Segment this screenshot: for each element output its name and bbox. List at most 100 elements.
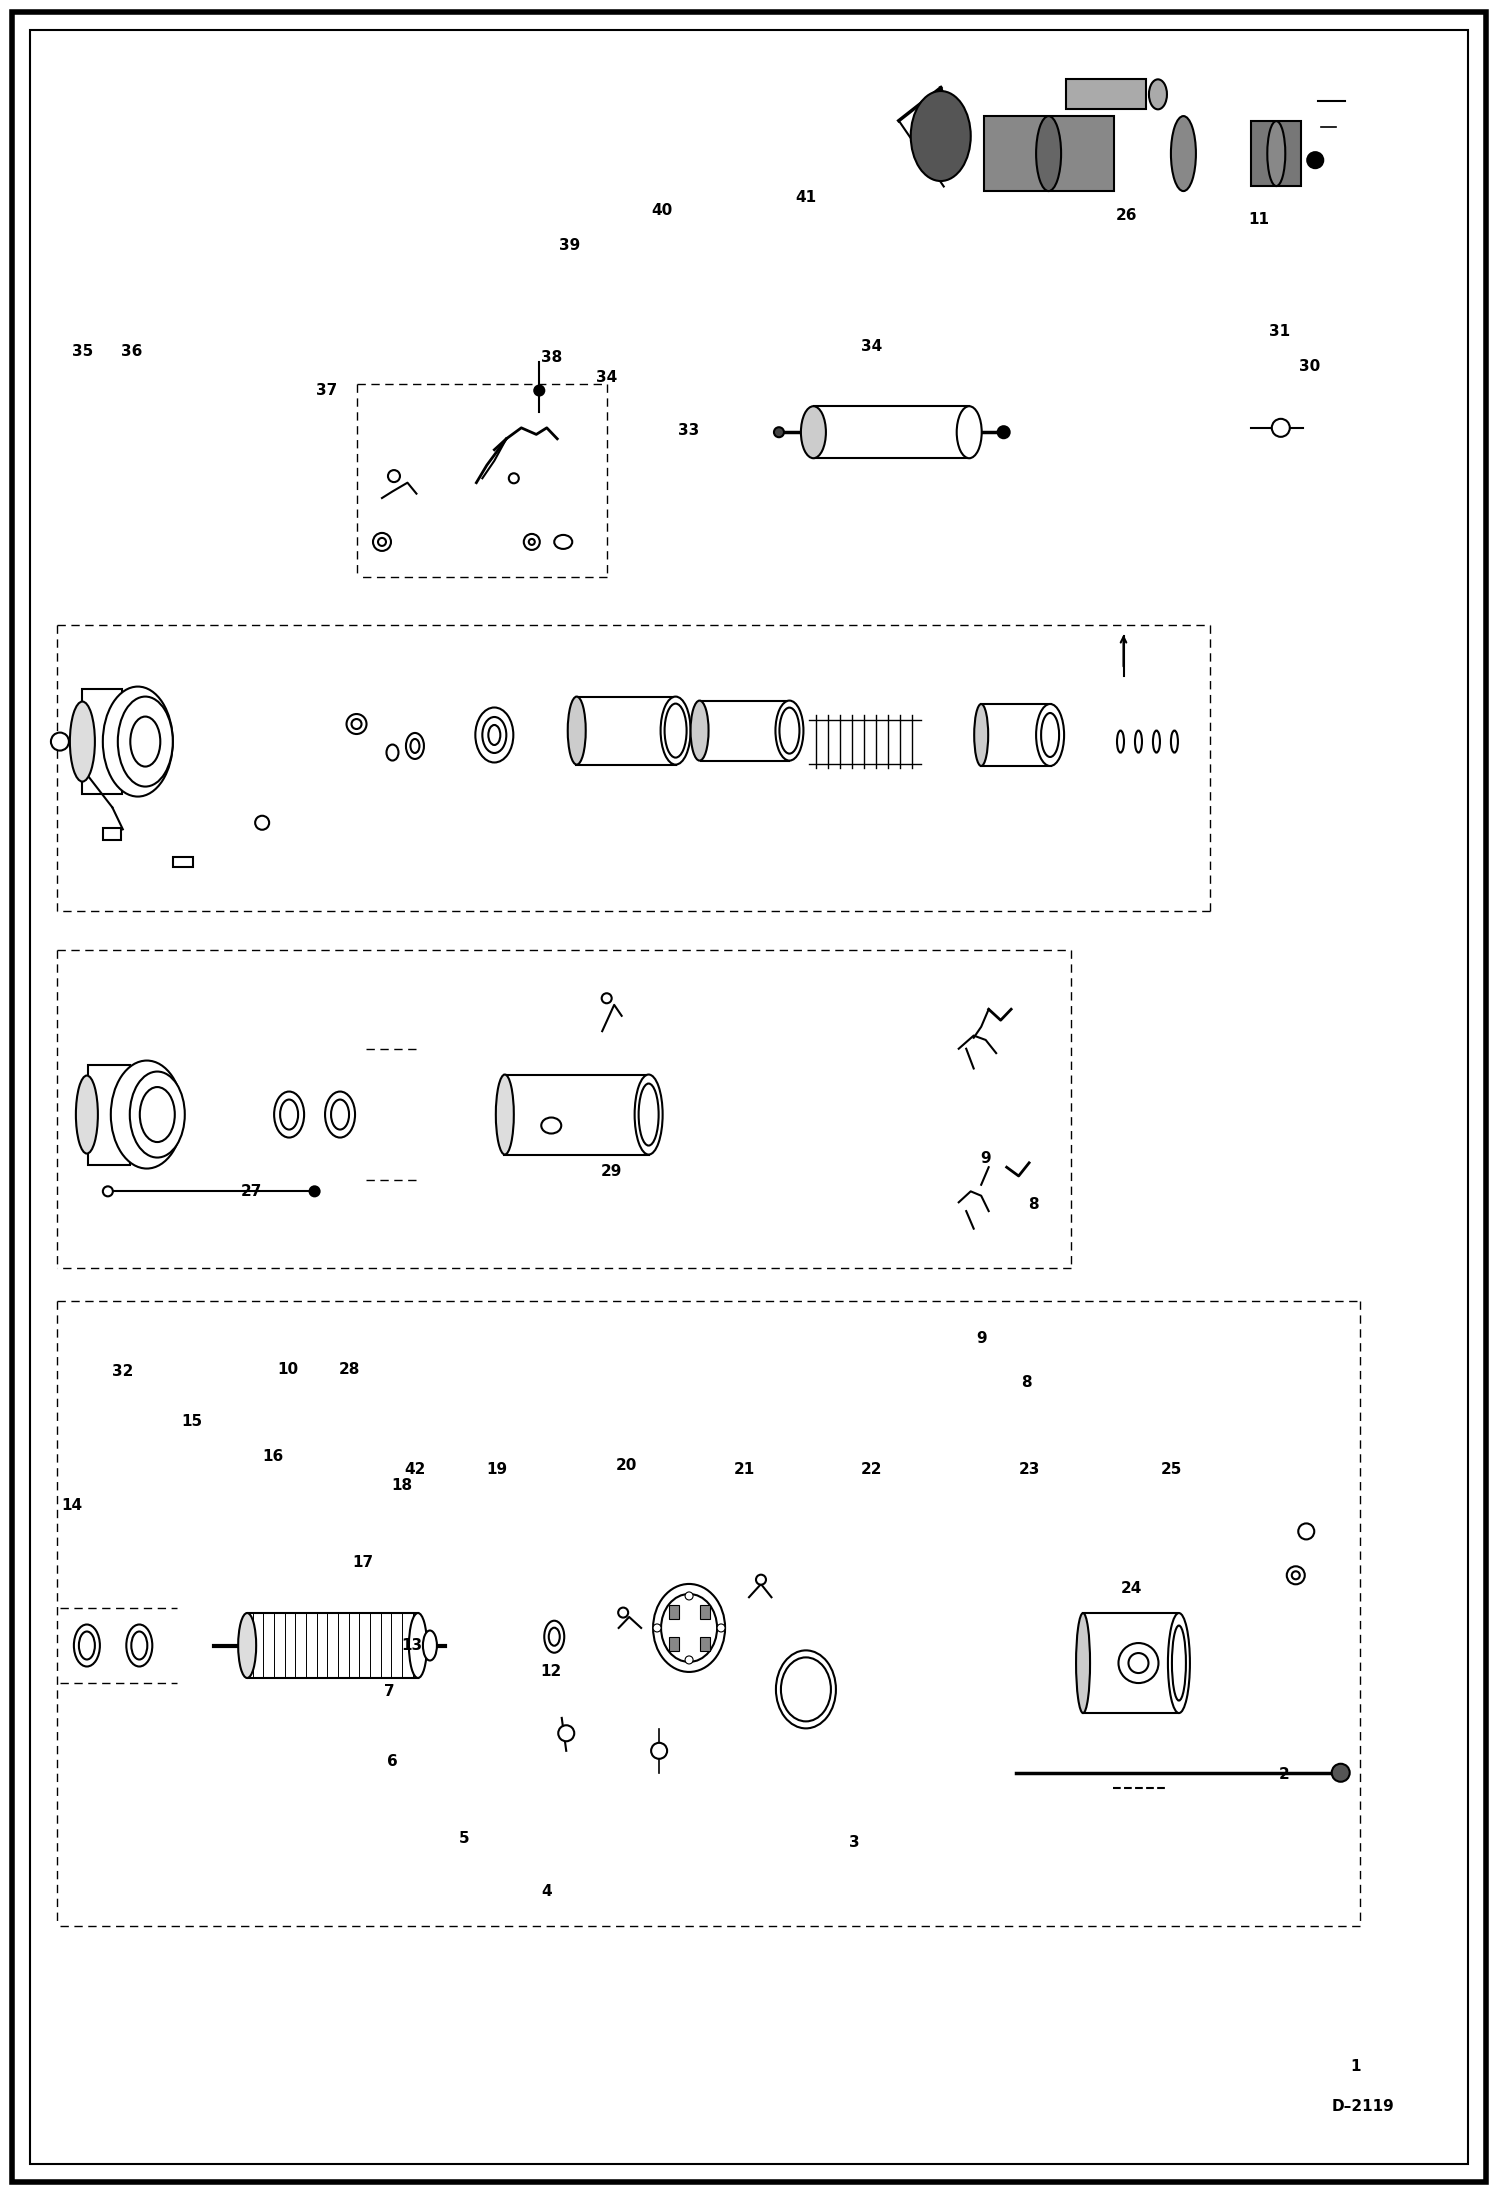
Ellipse shape	[325, 1093, 355, 1136]
Ellipse shape	[132, 1632, 147, 1659]
Ellipse shape	[280, 1099, 298, 1130]
Text: 39: 39	[559, 239, 580, 252]
Circle shape	[559, 1724, 574, 1742]
Ellipse shape	[130, 1071, 184, 1158]
Text: 19: 19	[487, 1463, 508, 1477]
Text: 21: 21	[734, 1463, 755, 1477]
Circle shape	[529, 540, 535, 544]
Circle shape	[718, 1624, 725, 1632]
Bar	[505, 1075, 649, 1154]
Bar	[700, 1637, 710, 1650]
Ellipse shape	[911, 90, 971, 182]
Ellipse shape	[554, 535, 572, 548]
Text: 14: 14	[61, 1499, 82, 1512]
Ellipse shape	[661, 1595, 718, 1661]
Ellipse shape	[1041, 713, 1059, 757]
Text: 41: 41	[795, 191, 816, 204]
Ellipse shape	[1118, 731, 1124, 753]
Circle shape	[774, 428, 783, 437]
Text: 34: 34	[861, 340, 882, 353]
Ellipse shape	[1171, 731, 1177, 753]
Circle shape	[377, 538, 386, 546]
Bar	[172, 858, 193, 867]
Bar	[247, 1613, 418, 1678]
Ellipse shape	[111, 1060, 183, 1169]
Ellipse shape	[103, 687, 172, 796]
Ellipse shape	[118, 695, 172, 788]
Bar	[981, 704, 1050, 766]
Ellipse shape	[776, 700, 803, 761]
Circle shape	[524, 533, 539, 551]
Bar	[1083, 1613, 1179, 1714]
Ellipse shape	[548, 1628, 560, 1646]
Circle shape	[1272, 419, 1290, 437]
Text: D–2119: D–2119	[1332, 2100, 1395, 2113]
Text: 9: 9	[980, 1152, 992, 1165]
Ellipse shape	[1037, 116, 1061, 191]
Text: 6: 6	[386, 1755, 398, 1768]
Ellipse shape	[544, 1621, 565, 1652]
Text: 17: 17	[352, 1556, 373, 1569]
Ellipse shape	[635, 1075, 662, 1154]
Ellipse shape	[653, 1584, 725, 1672]
Ellipse shape	[386, 744, 398, 761]
Circle shape	[1287, 1567, 1305, 1584]
Ellipse shape	[496, 1075, 514, 1154]
Circle shape	[388, 470, 400, 483]
Circle shape	[346, 713, 367, 735]
Text: 24: 24	[1121, 1582, 1141, 1595]
Ellipse shape	[1037, 704, 1064, 766]
Text: 4: 4	[541, 1885, 553, 1898]
Text: 12: 12	[541, 1665, 562, 1678]
Ellipse shape	[1171, 116, 1195, 191]
Text: 5: 5	[458, 1832, 470, 1845]
Ellipse shape	[1153, 731, 1159, 753]
Circle shape	[998, 426, 1010, 439]
Ellipse shape	[661, 698, 691, 764]
Ellipse shape	[73, 1624, 100, 1667]
Text: 15: 15	[181, 1415, 202, 1428]
Ellipse shape	[238, 1613, 256, 1678]
Text: 40: 40	[652, 204, 673, 217]
Text: 31: 31	[1269, 325, 1290, 338]
Ellipse shape	[410, 739, 419, 753]
Ellipse shape	[665, 704, 686, 757]
Text: 2: 2	[1278, 1768, 1290, 1782]
Ellipse shape	[139, 1086, 175, 1143]
Circle shape	[310, 1187, 319, 1196]
Text: 32: 32	[112, 1365, 133, 1378]
Circle shape	[619, 1608, 628, 1617]
Bar	[1065, 79, 1146, 110]
Text: 42: 42	[404, 1463, 425, 1477]
Circle shape	[685, 1593, 694, 1599]
Circle shape	[1119, 1643, 1158, 1683]
Ellipse shape	[801, 406, 825, 459]
Text: 29: 29	[601, 1165, 622, 1178]
Circle shape	[1299, 1523, 1314, 1540]
Ellipse shape	[1135, 731, 1141, 753]
Ellipse shape	[130, 717, 160, 766]
Text: 38: 38	[541, 351, 562, 364]
Ellipse shape	[638, 1084, 659, 1145]
Text: 22: 22	[861, 1463, 882, 1477]
Text: 28: 28	[339, 1362, 360, 1376]
Ellipse shape	[568, 698, 586, 764]
Ellipse shape	[274, 1093, 304, 1136]
Ellipse shape	[1171, 1626, 1186, 1700]
Ellipse shape	[541, 1117, 562, 1134]
Ellipse shape	[1267, 121, 1285, 186]
Ellipse shape	[331, 1099, 349, 1130]
Bar	[701, 700, 788, 761]
Bar	[82, 689, 121, 794]
Text: 34: 34	[596, 371, 617, 384]
Ellipse shape	[1076, 1613, 1091, 1714]
Text: 8: 8	[1028, 1198, 1040, 1211]
Circle shape	[103, 1187, 112, 1196]
Ellipse shape	[1168, 1613, 1189, 1714]
Text: 18: 18	[391, 1479, 412, 1492]
Circle shape	[352, 720, 361, 728]
Ellipse shape	[482, 717, 506, 753]
Ellipse shape	[779, 709, 800, 753]
Ellipse shape	[488, 724, 500, 746]
Ellipse shape	[957, 406, 981, 459]
